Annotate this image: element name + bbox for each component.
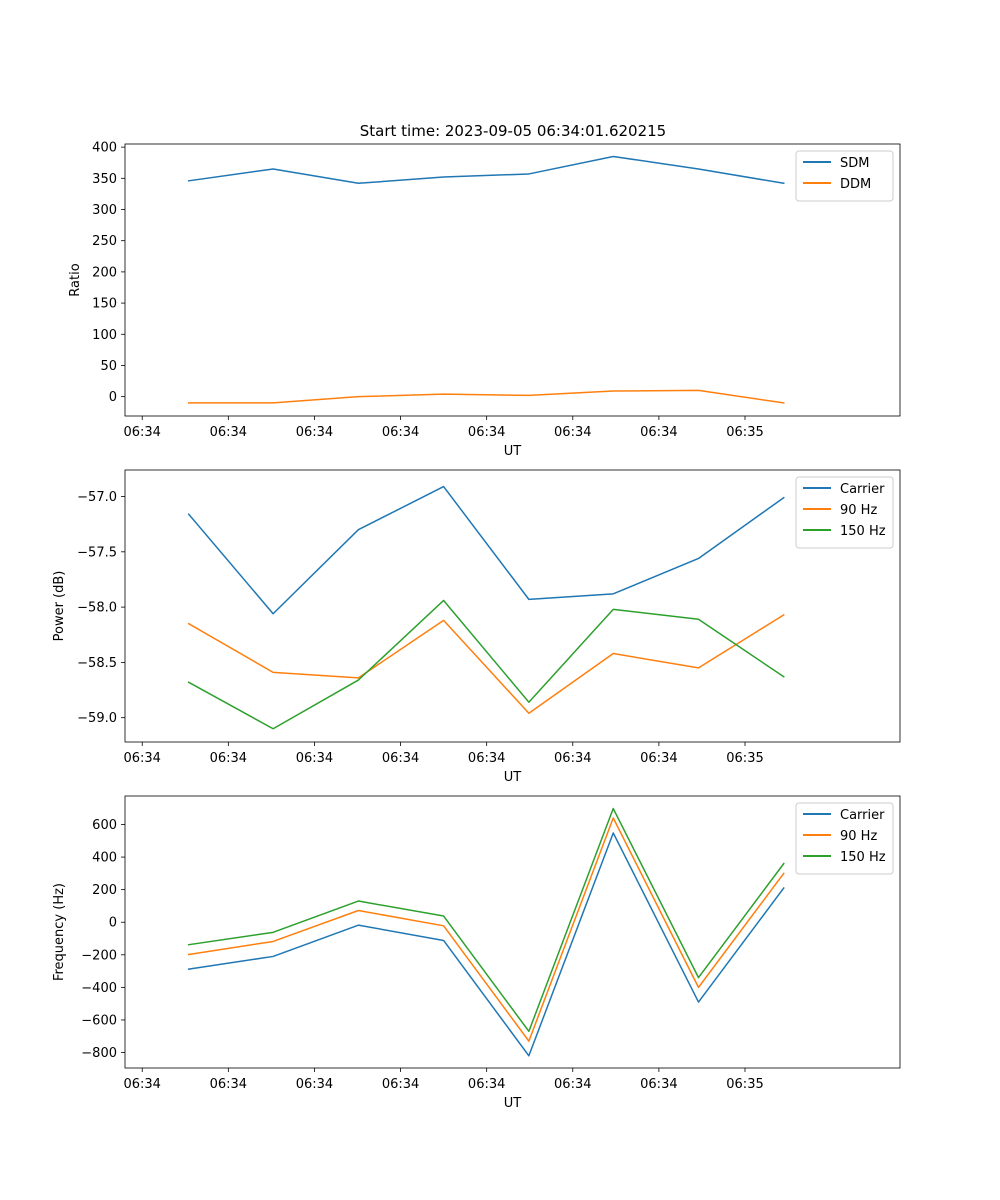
series-line-90-hz — [187, 817, 785, 1042]
y-tick-label: −57.0 — [77, 490, 117, 505]
y-tick-label: 100 — [92, 328, 117, 343]
legend: Carrier 90 Hz 150 Hz — [795, 476, 894, 549]
y-tick-label: 200 — [92, 265, 117, 280]
series-line-150-hz — [187, 599, 785, 730]
y-tick-label: −600 — [81, 1013, 117, 1028]
figure-title: Start time: 2023-09-05 06:34:01.620215 — [360, 122, 666, 140]
y-axis-label: Ratio — [68, 263, 83, 296]
legend-label: 90 Hz — [840, 829, 877, 844]
series-line-sdm — [187, 155, 785, 185]
series-line-carrier — [187, 832, 785, 1057]
y-tick-label: −59.0 — [77, 711, 117, 726]
x-axis-label: UT — [504, 444, 522, 459]
plot-frame — [124, 143, 901, 417]
series-line-150-hz — [187, 807, 785, 1033]
y-tick-label: 350 — [92, 172, 117, 187]
x-tick-label: 06:35 — [726, 425, 763, 440]
plots: 06:34 06:34 06:34 06:34 06:34 06:34 06:34 06:35… — [52, 141, 901, 1111]
y-tick-label: −58.5 — [77, 656, 117, 671]
legend-label: 150 Hz — [840, 850, 886, 865]
x-tick-label: 06:34 — [382, 751, 419, 766]
x-tick-label: 06:34 — [554, 425, 591, 440]
x-tick-label: 06:34 — [382, 1077, 419, 1092]
x-tick-label: 06:34 — [640, 1077, 677, 1092]
x-tick-label: 06:34 — [123, 1077, 160, 1092]
series-line-ddm — [187, 389, 785, 404]
y-tick-label: 400 — [92, 851, 117, 866]
y-tick-label: 600 — [92, 818, 117, 833]
x-tick-label: 06:34 — [554, 751, 591, 766]
x-tick-label: 06:34 — [382, 425, 419, 440]
x-tick-label: 06:34 — [296, 425, 333, 440]
legend: Carrier 90 Hz 150 Hz — [795, 802, 894, 875]
x-tick-label: 06:34 — [296, 1077, 333, 1092]
x-tick-label: 06:34 — [468, 751, 505, 766]
y-tick-label: 200 — [92, 883, 117, 898]
y-tick-label: −800 — [81, 1046, 117, 1061]
legend-label: 150 Hz — [840, 524, 886, 539]
legend-label: Carrier — [840, 482, 885, 497]
y-tick-label: 400 — [92, 141, 117, 156]
x-tick-label: 06:34 — [640, 751, 677, 766]
legend-label: 90 Hz — [840, 503, 877, 518]
legend-label: DDM — [840, 177, 871, 192]
x-axis-label: UT — [504, 1096, 522, 1111]
legend-box — [795, 150, 894, 202]
subplot-3: 06:34 06:34 06:34 06:34 06:34 06:34 06:34 06:35… — [52, 795, 901, 1111]
legend-label: Carrier — [840, 808, 885, 823]
y-tick-label: 0 — [109, 390, 117, 405]
y-tick-label: −200 — [81, 948, 117, 963]
x-tick-label: 06:34 — [468, 1077, 505, 1092]
series-line-carrier — [187, 485, 785, 615]
y-tick-label: 250 — [92, 234, 117, 249]
x-tick-label: 06:34 — [554, 1077, 591, 1092]
y-tick-label: 0 — [109, 916, 117, 931]
y-tick-label: 50 — [100, 359, 117, 374]
subplot-1: 06:34 06:34 06:34 06:34 06:34 06:34 06:34 06:35… — [68, 141, 901, 459]
y-tick-label: −58.0 — [77, 601, 117, 616]
x-tick-label: 06:34 — [123, 425, 160, 440]
x-tick-label: 06:35 — [726, 1077, 763, 1092]
x-tick-label: 06:34 — [210, 1077, 247, 1092]
plot-frame — [124, 795, 901, 1069]
subplot-2: 06:34 06:34 06:34 06:34 06:34 06:34 06:34 06:35… — [52, 469, 901, 785]
x-tick-label: 06:34 — [210, 425, 247, 440]
plot-frame — [124, 469, 901, 743]
y-axis-label: Frequency (Hz) — [52, 883, 67, 981]
x-tick-label: 06:34 — [210, 751, 247, 766]
x-tick-label: 06:34 — [123, 751, 160, 766]
x-axis-label: UT — [504, 770, 522, 785]
series-line-90-hz — [187, 613, 785, 714]
y-axis-label: Power (dB) — [52, 571, 67, 642]
y-tick-label: −400 — [81, 981, 117, 996]
x-tick-label: 06:34 — [640, 425, 677, 440]
x-tick-label: 06:34 — [468, 425, 505, 440]
legend-label: SDM — [840, 156, 869, 171]
y-tick-label: 150 — [92, 297, 117, 312]
y-tick-label: 300 — [92, 203, 117, 218]
y-tick-label: −57.5 — [77, 545, 117, 560]
x-tick-label: 06:35 — [726, 751, 763, 766]
legend: SDM DDM — [795, 150, 894, 202]
x-tick-label: 06:34 — [296, 751, 333, 766]
